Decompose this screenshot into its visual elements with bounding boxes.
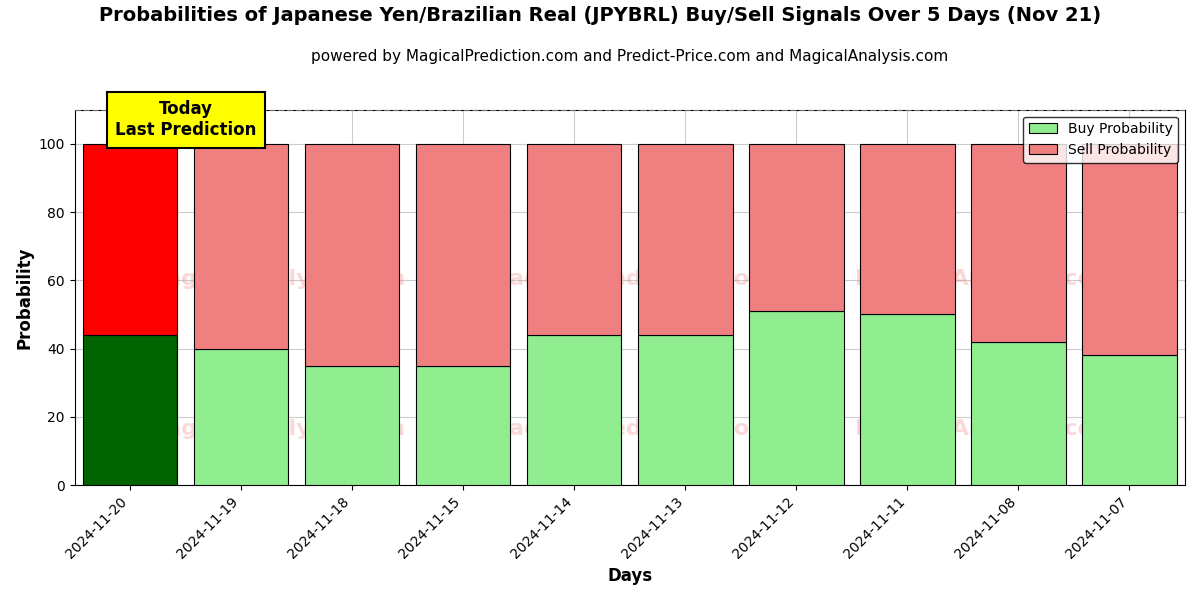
Text: MagicalPrediction.com: MagicalPrediction.com — [487, 269, 773, 289]
X-axis label: Days: Days — [607, 567, 653, 585]
Text: MagicalPrediction.com: MagicalPrediction.com — [487, 419, 773, 439]
Text: MagicalAnalysis.com: MagicalAnalysis.com — [144, 269, 406, 289]
Bar — [416, 144, 510, 365]
Bar — [194, 349, 288, 485]
Y-axis label: Probability: Probability — [16, 246, 34, 349]
Bar — [83, 144, 178, 335]
Title: powered by MagicalPrediction.com and Predict-Price.com and MagicalAnalysis.com: powered by MagicalPrediction.com and Pre… — [311, 49, 948, 64]
Bar — [638, 144, 732, 335]
Bar — [527, 335, 622, 485]
Bar — [305, 365, 400, 485]
Legend: Buy Probability, Sell Probability: Buy Probability, Sell Probability — [1024, 116, 1178, 163]
Bar — [527, 144, 622, 335]
Bar — [416, 365, 510, 485]
Bar — [638, 335, 732, 485]
Bar — [305, 144, 400, 365]
Bar — [194, 144, 288, 349]
Bar — [971, 342, 1066, 485]
Bar — [749, 144, 844, 311]
Text: Today
Last Prediction: Today Last Prediction — [115, 100, 257, 139]
Text: MagicalAnalysis.com: MagicalAnalysis.com — [144, 419, 406, 439]
Bar — [860, 144, 955, 314]
Text: Probabilities of Japanese Yen/Brazilian Real (JPYBRL) Buy/Sell Signals Over 5 Da: Probabilities of Japanese Yen/Brazilian … — [98, 6, 1102, 25]
Bar — [1082, 144, 1177, 355]
Text: MagicalAnalysis.com: MagicalAnalysis.com — [854, 419, 1116, 439]
Text: MagicalAnalysis.com: MagicalAnalysis.com — [854, 269, 1116, 289]
Bar — [860, 314, 955, 485]
Bar — [749, 311, 844, 485]
Bar — [83, 335, 178, 485]
Bar — [971, 144, 1066, 342]
Bar — [1082, 355, 1177, 485]
